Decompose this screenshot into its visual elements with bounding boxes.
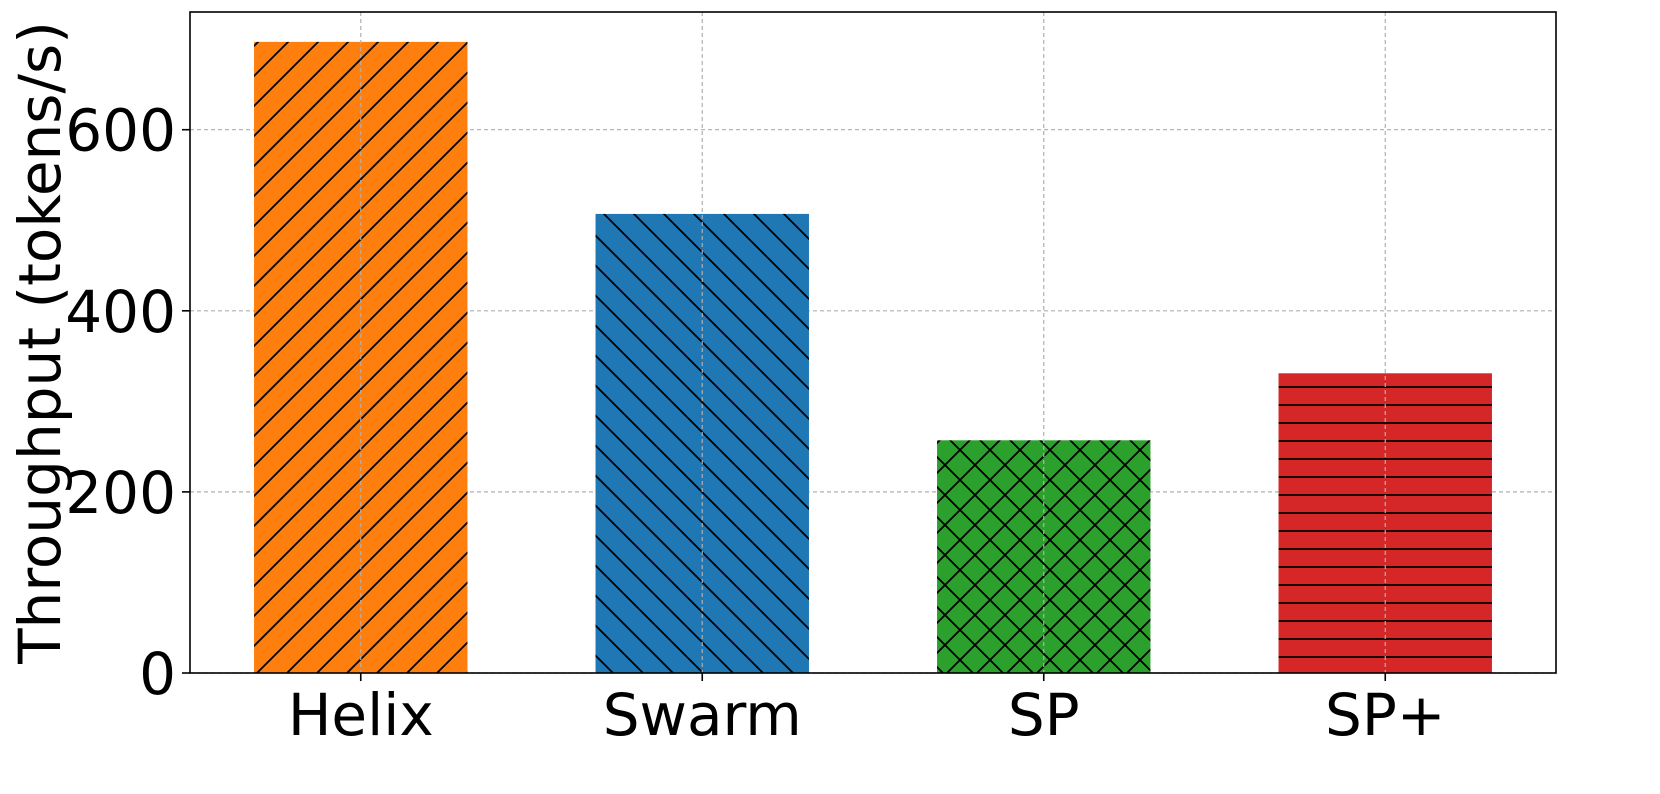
bar-sp [937,440,1151,673]
x-tick-label: SP+ [1325,681,1445,749]
x-axis-ticks: Helix Swarm SP SP+ [288,673,1445,749]
plot-frame [189,11,1557,674]
x-tick-label: Swarm [603,681,802,749]
x-tick-label: Helix [288,681,434,749]
y-tick-label: 600 [65,97,176,165]
vertical-grid-lines [360,12,1386,673]
y-axis-ticks: 0 200 400 600 [65,97,190,708]
y-tick-label: 400 [65,278,176,346]
y-tick-label: 200 [65,459,176,527]
x-tick-label: SP [1008,681,1080,749]
bars [254,41,1492,674]
bar-swarm [595,213,809,673]
y-axis-title: Throughput (tokens/s) [6,21,74,665]
y-tick-label: 0 [139,640,176,708]
